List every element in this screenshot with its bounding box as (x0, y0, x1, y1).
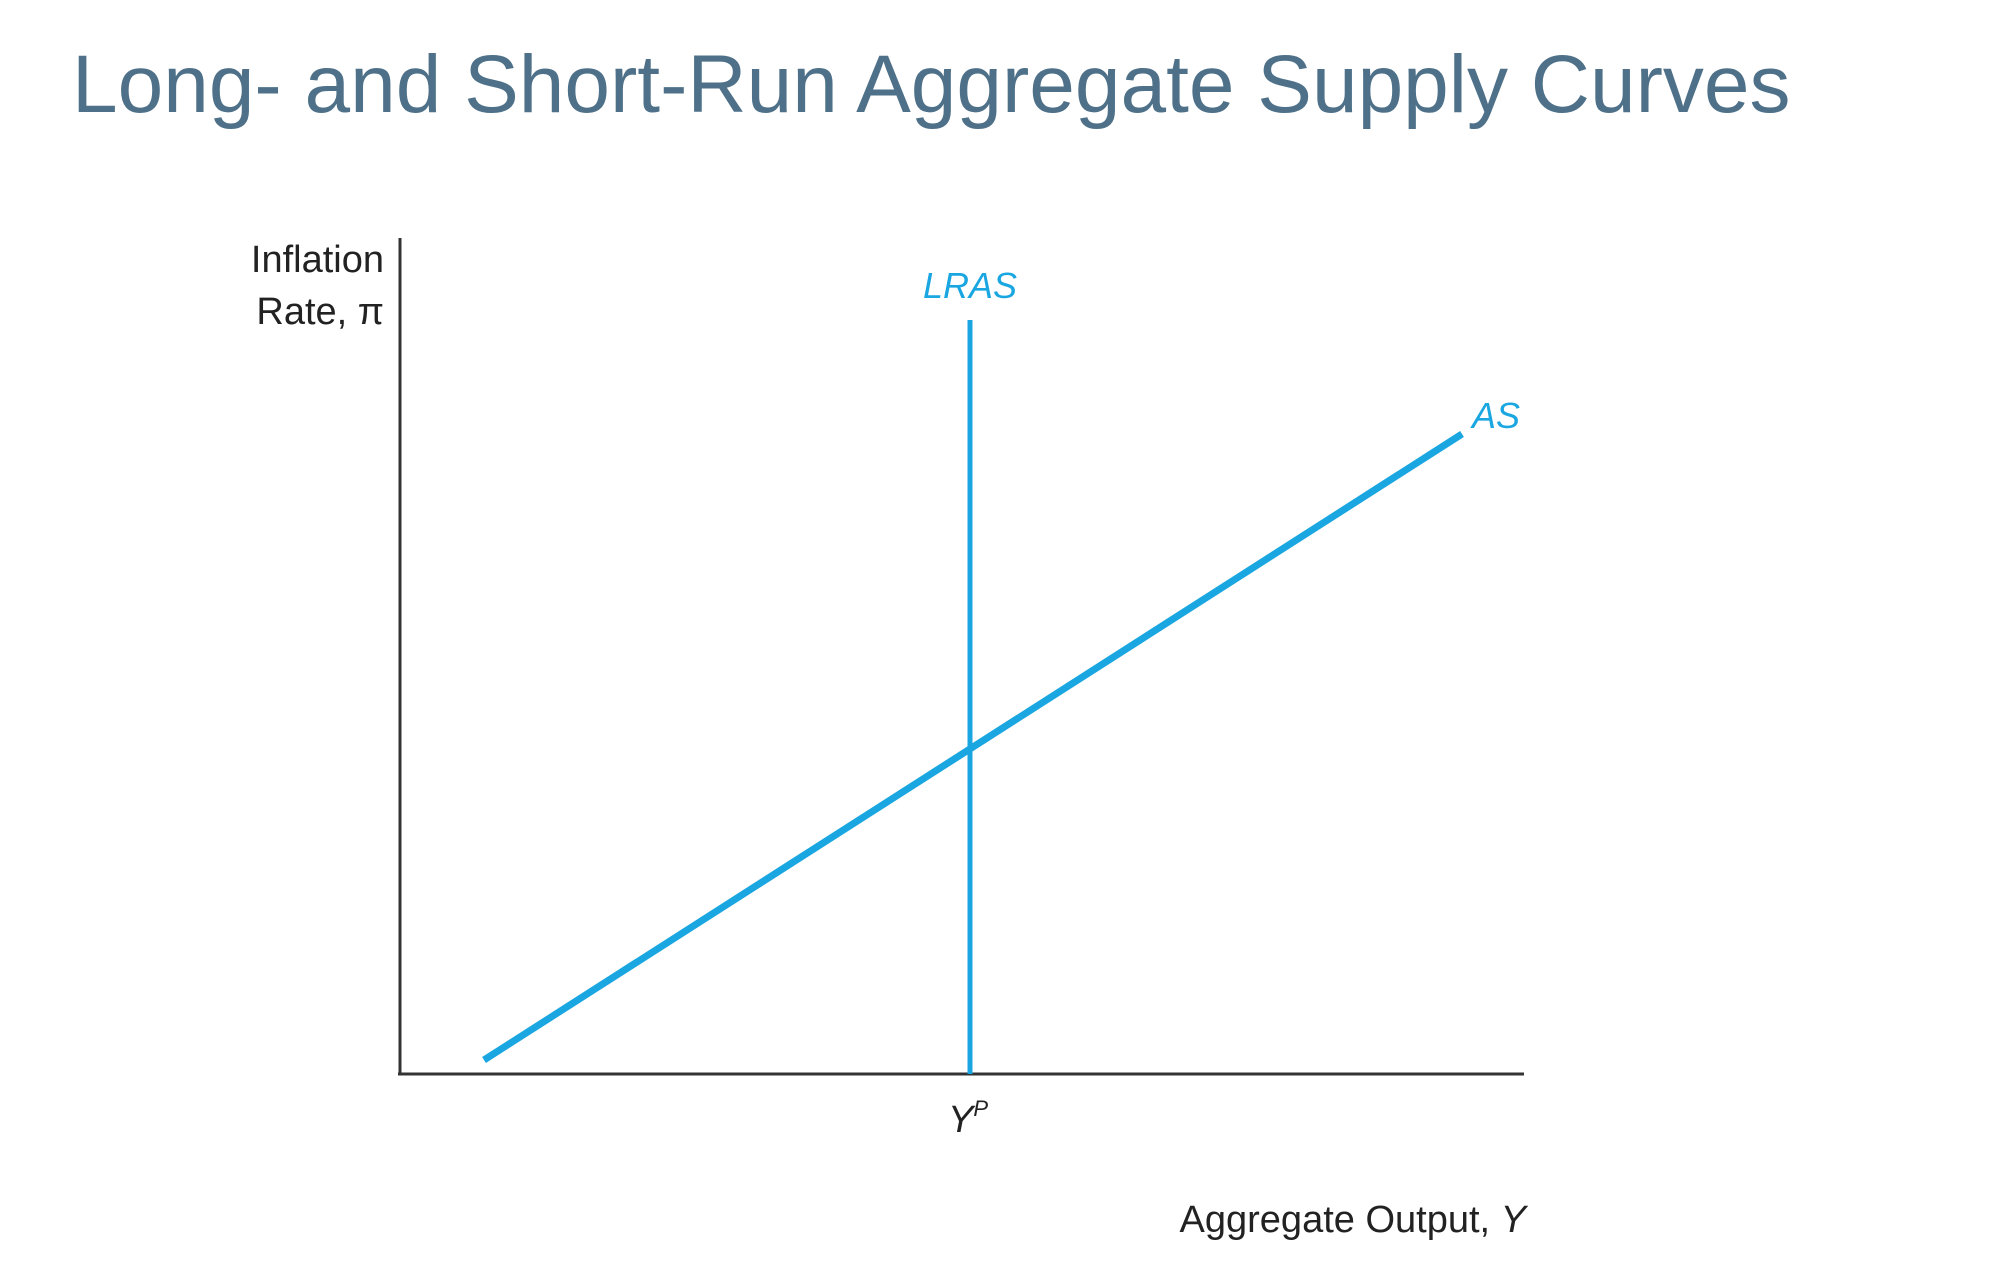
x-axis-label-text: Aggregate Output, (1180, 1199, 1501, 1241)
as-curve (482, 431, 1464, 1063)
as-label: AS (1470, 395, 1520, 436)
x-axis-label-variable: Y (1501, 1199, 1529, 1241)
x-axis-label: Aggregate Output, Y (1180, 1199, 1529, 1241)
potential-output-base: Y (948, 1099, 976, 1141)
lras-label: LRAS (923, 265, 1017, 306)
y-axis-label-line1: Inflation (251, 239, 384, 281)
potential-output-superscript: P (973, 1096, 988, 1121)
slide-title: Long- and Short-Run Aggregate Supply Cur… (72, 39, 1791, 130)
potential-output-label: YP (948, 1096, 988, 1141)
y-axis-label-line2: Rate, π (256, 291, 384, 333)
